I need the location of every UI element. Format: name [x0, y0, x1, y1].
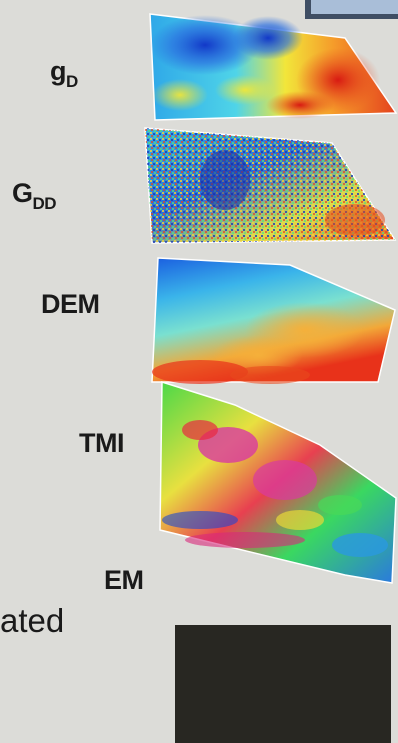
partial-text: ated	[0, 602, 65, 639]
tmi-label: TMI	[79, 428, 125, 458]
gd-label: gD	[50, 56, 78, 91]
em-map-dark	[175, 625, 391, 743]
gd-map	[149, 13, 398, 121]
dem-label: DEM	[41, 289, 100, 319]
gdd-map	[144, 127, 397, 244]
tmi-map	[159, 380, 397, 584]
gdd-label: GDD	[12, 178, 57, 213]
em-label: EM	[104, 565, 144, 595]
inset-image	[311, 0, 398, 14]
dem-map	[151, 257, 396, 384]
